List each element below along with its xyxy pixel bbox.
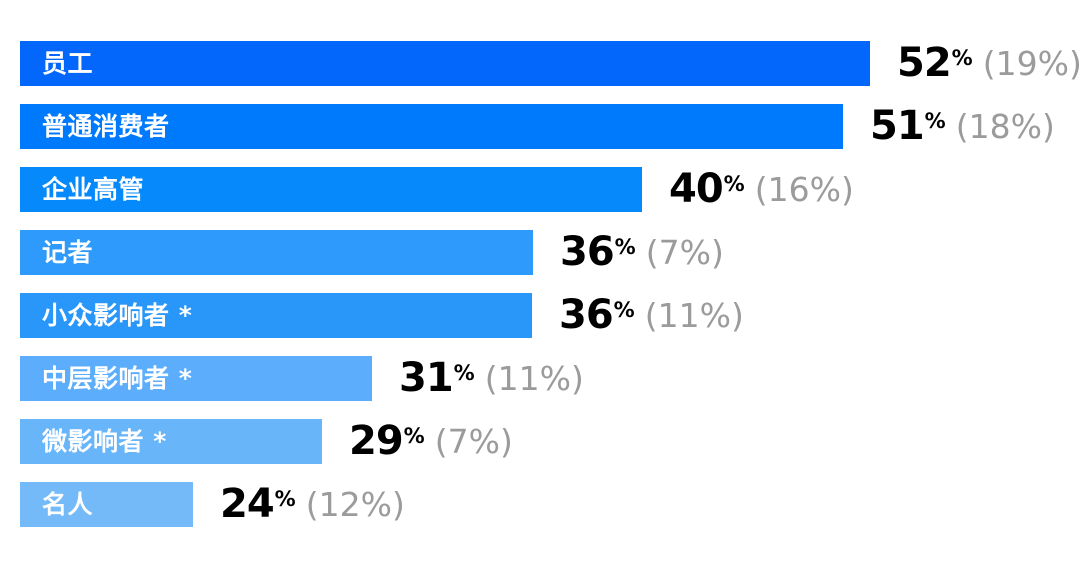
value-label-group: 31 % (11%): [399, 356, 584, 401]
bar-row: 企业高管 40 % (16%): [20, 167, 1080, 212]
percent-sign: %: [403, 424, 425, 448]
bar: 员工: [20, 41, 870, 86]
value-secondary: (12%): [305, 485, 405, 524]
value-label-group: 29 % (7%): [349, 419, 513, 464]
value-secondary: (11%): [644, 296, 744, 335]
value-label-group: 52 % (19%): [897, 41, 1080, 86]
value-primary: 29: [349, 418, 404, 464]
value-primary: 40: [669, 166, 724, 212]
bar: 普通消费者: [20, 104, 843, 149]
bar-label: 记者: [42, 238, 94, 267]
value-label-group: 36 % (7%): [560, 230, 724, 275]
bar-row: 员工 52 % (19%): [20, 41, 1080, 86]
bar-label: 微影响者 *: [42, 427, 167, 456]
bar: 微影响者 *: [20, 419, 322, 464]
value-secondary: (16%): [754, 170, 854, 209]
value-secondary: (19%): [982, 44, 1080, 83]
percent-sign: %: [924, 109, 946, 133]
value-primary: 52: [897, 40, 952, 86]
value-label-group: 36 % (11%): [559, 293, 744, 338]
bar-row: 小众影响者 * 36 % (11%): [20, 293, 1080, 338]
value-secondary: (18%): [955, 107, 1055, 146]
horizontal-bar-chart: 员工 52 % (19%) 普通消费者 51 % (18%) 企业高管 40 %…: [20, 41, 1080, 527]
value-primary: 31: [399, 355, 454, 401]
bar-row: 中层影响者 * 31 % (11%): [20, 356, 1080, 401]
value-secondary: (7%): [434, 422, 513, 461]
bar-row: 普通消费者 51 % (18%): [20, 104, 1080, 149]
bar: 小众影响者 *: [20, 293, 532, 338]
bar-label: 中层影响者 *: [42, 364, 193, 393]
bar: 记者: [20, 230, 533, 275]
value-primary: 24: [220, 481, 275, 527]
percent-sign: %: [453, 361, 475, 385]
value-label-group: 24 % (12%): [220, 482, 405, 527]
value-label-group: 40 % (16%): [669, 167, 854, 212]
value-label-group: 51 % (18%): [870, 104, 1055, 149]
bar-row: 记者 36 % (7%): [20, 230, 1080, 275]
percent-sign: %: [614, 235, 636, 259]
bar-label: 小众影响者 *: [42, 301, 193, 330]
bar-label: 名人: [42, 490, 94, 519]
bar: 名人: [20, 482, 193, 527]
value-primary: 51: [870, 103, 925, 149]
bar-row: 名人 24 % (12%): [20, 482, 1080, 527]
value-primary: 36: [560, 229, 615, 275]
bar-label: 员工: [42, 49, 94, 78]
percent-sign: %: [274, 487, 296, 511]
value-primary: 36: [559, 292, 614, 338]
value-secondary: (11%): [484, 359, 584, 398]
percent-sign: %: [723, 172, 745, 196]
value-secondary: (7%): [645, 233, 724, 272]
percent-sign: %: [951, 46, 973, 70]
bar-label: 企业高管: [42, 175, 145, 204]
bar: 中层影响者 *: [20, 356, 372, 401]
bar-label: 普通消费者: [42, 112, 170, 141]
percent-sign: %: [613, 298, 635, 322]
bar: 企业高管: [20, 167, 642, 212]
bar-row: 微影响者 * 29 % (7%): [20, 419, 1080, 464]
